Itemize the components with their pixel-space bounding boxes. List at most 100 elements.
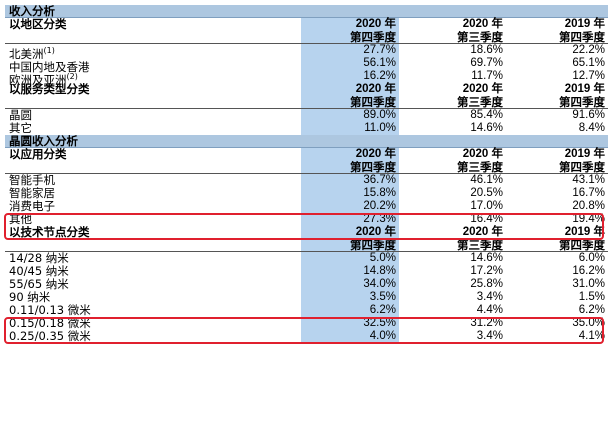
row-value-1: 6.2% (301, 304, 399, 317)
row-value-1: 27.7% (301, 44, 399, 57)
row-label-text: 中国内地及香港 (9, 59, 90, 74)
row-label-text: 北美洲 (9, 46, 44, 61)
row-value-2: 31.2% (470, 317, 503, 329)
row-label-text: 智能家居 (9, 186, 55, 200)
subheader-node-label: 以技术节点分类 (9, 225, 90, 239)
column-header-1: 2020 年第四季度 (301, 148, 399, 174)
table-row: 14/28 纳米 5.0% 14.6% 6.0% (5, 252, 608, 265)
column-header-2: 2020 年第三季度 (403, 83, 506, 109)
subheader-region: 以地区分类 2020 年第四季度 2020 年第三季度 2019 年第四季度 (5, 18, 608, 44)
table-row: 40/45 纳米 14.8% 17.2% 16.2% (5, 265, 608, 278)
row-value-2: 17.2% (470, 265, 503, 277)
row-value-3: 1.5% (578, 291, 605, 303)
row-value-2: 11.7% (471, 70, 503, 82)
subheader-application: 以应用分类 2020 年第四季度 2020 年第三季度 2019 年第四季度 (5, 148, 608, 174)
column-header-1: 2020 年第四季度 (301, 83, 399, 109)
column-quarter: 第四季度 (350, 238, 396, 252)
row-value-1: 14.8% (301, 265, 399, 278)
row-label: 40/45 纳米 (9, 265, 69, 278)
row-label: 0.15/0.18 微米 (9, 317, 91, 330)
row-value-2: 20.5% (470, 187, 503, 199)
row-label: 中国内地及香港 (9, 57, 90, 74)
row-label-text: 40/45 纳米 (9, 264, 69, 278)
row-value-1: 16.2% (301, 70, 399, 83)
row-value-2: 16.4% (470, 213, 503, 225)
row-value-3: 12.7% (572, 70, 605, 82)
column-quarter: 第三季度 (457, 95, 503, 109)
column-year: 2019 年 (564, 83, 605, 95)
subheader-service-label: 以服务类型分类 (9, 82, 90, 96)
table-row: 北美洲(1) 27.7% 18.6% 22.2% (5, 44, 608, 60)
row-label-text: 0.15/0.18 微米 (9, 316, 91, 330)
row-value-1: 27.3% (301, 213, 399, 226)
column-year: 2020 年 (355, 83, 396, 95)
row-value-3: 65.1% (572, 57, 605, 69)
column-quarter: 第四季度 (350, 30, 396, 44)
row-value-2: 69.7% (470, 57, 503, 69)
column-quarter: 第四季度 (350, 160, 396, 174)
row-value-3: 4.1% (578, 330, 605, 342)
row-value-3: 20.8% (572, 200, 605, 212)
row-label-text: 90 纳米 (9, 290, 51, 304)
table-row: 智能手机 36.7% 46.1% 43.1% (5, 174, 608, 187)
row-label: 14/28 纳米 (9, 252, 69, 265)
column-header-3: 2019 年第四季度 (510, 83, 608, 109)
row-label: 0.25/0.35 微米 (9, 330, 91, 343)
column-quarter: 第三季度 (457, 30, 503, 44)
row-value-2: 18.6% (470, 44, 503, 56)
table-row: 欧洲及亚洲(2) 16.2% 11.7% 12.7% (5, 70, 608, 86)
column-year: 2020 年 (462, 83, 503, 95)
row-value-2: 14.6% (470, 122, 503, 134)
subheader-region-label: 以地区分类 (9, 17, 67, 31)
column-quarter: 第三季度 (457, 160, 503, 174)
table-row: 55/65 纳米 34.0% 25.8% 31.0% (5, 278, 608, 291)
row-value-1: 3.5% (301, 291, 399, 304)
subheader-service: 以服务类型分类 2020 年第四季度 2020 年第三季度 2019 年第四季度 (5, 83, 608, 109)
column-header-3: 2019 年第四季度 (510, 18, 608, 44)
row-value-2: 14.6% (470, 252, 503, 264)
row-label-text: 欧洲及亚洲 (9, 72, 67, 87)
row-label-text: 消费电子 (9, 199, 55, 213)
table-row: 90 纳米 3.5% 3.4% 1.5% (5, 291, 608, 304)
section-title-revenue-text: 收入分析 (9, 4, 55, 18)
row-value-1: 20.2% (301, 200, 399, 213)
row-value-1: 15.8% (301, 187, 399, 200)
row-label: 55/65 纳米 (9, 278, 69, 291)
column-year: 2020 年 (462, 148, 503, 160)
row-value-3: 6.2% (578, 304, 605, 316)
column-quarter: 第四季度 (559, 95, 605, 109)
row-value-2: 25.8% (470, 278, 503, 290)
column-year: 2019 年 (564, 148, 605, 160)
row-label-text: 晶圆 (9, 108, 32, 122)
table-row: 其它 11.0% 14.6% 8.4% (5, 122, 608, 135)
column-year: 2019 年 (564, 226, 605, 238)
column-year: 2020 年 (355, 226, 396, 238)
column-header-3: 2019 年第四季度 (510, 148, 608, 174)
application-highlight-box (4, 213, 604, 240)
column-year: 2019 年 (564, 18, 605, 30)
row-label: 北美洲(1) (9, 44, 55, 61)
table-row: 中国内地及香港 56.1% 69.7% 65.1% (5, 57, 608, 73)
row-label-text: 55/65 纳米 (9, 277, 69, 291)
row-value-2: 85.4% (470, 109, 503, 121)
table-row: 晶圆 89.0% 85.4% 91.6% (5, 109, 608, 122)
table-row: 0.15/0.18 微米 32.5% 31.2% 35.0% (5, 317, 608, 330)
row-label-text: 智能手机 (9, 173, 55, 187)
row-value-2: 4.4% (476, 304, 503, 316)
column-quarter: 第四季度 (350, 95, 396, 109)
row-value-2: 3.4% (476, 330, 503, 342)
footnote-mark: (2) (66, 72, 78, 81)
row-label: 其他 (9, 213, 32, 226)
column-quarter: 第四季度 (559, 30, 605, 44)
column-header-2: 2020 年第三季度 (403, 226, 506, 252)
row-value-2: 17.0% (470, 200, 503, 212)
section-title-revenue: 收入分析 (5, 5, 608, 18)
row-label-text: 其他 (9, 212, 32, 226)
column-quarter: 第四季度 (559, 238, 605, 252)
table-row: 0.11/0.13 微米 6.2% 4.4% 6.2% (5, 304, 608, 317)
column-quarter: 第四季度 (559, 160, 605, 174)
footnote-mark: (1) (43, 46, 55, 55)
column-header-2: 2020 年第三季度 (403, 18, 506, 44)
column-header-1: 2020 年第四季度 (301, 18, 399, 44)
row-label: 其它 (9, 122, 32, 135)
